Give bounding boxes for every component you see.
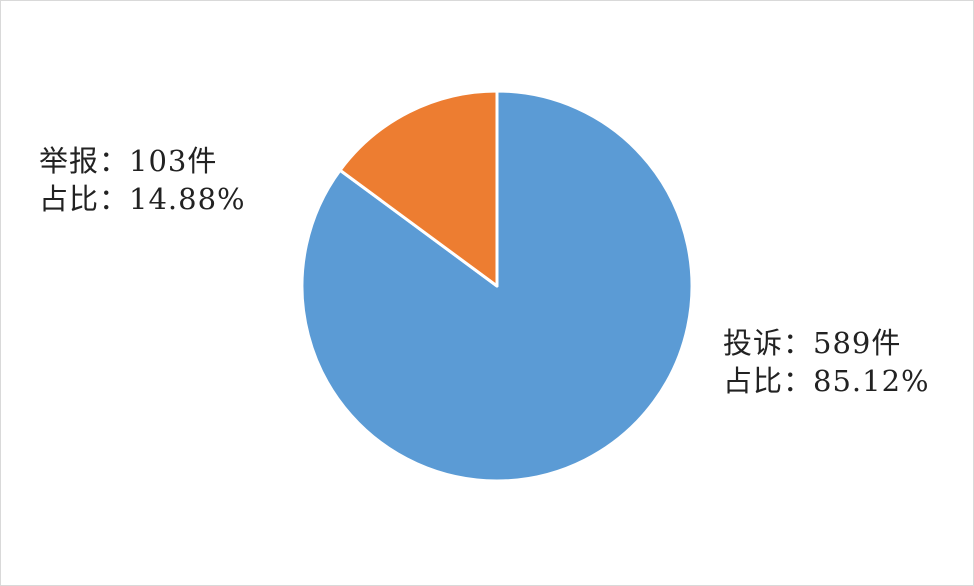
data-label-report: 举报：103件 占比：14.88% — [39, 142, 246, 218]
data-label-count: 举报：103件 — [39, 144, 218, 178]
data-label-percent: 占比：14.88% — [39, 182, 246, 216]
data-label-complaint: 投诉：589件 占比：85.12% — [723, 324, 930, 400]
data-label-percent: 占比：85.12% — [723, 364, 930, 398]
pie-slice-1 — [338, 89, 499, 288]
data-label-count: 投诉：589件 — [723, 326, 902, 360]
